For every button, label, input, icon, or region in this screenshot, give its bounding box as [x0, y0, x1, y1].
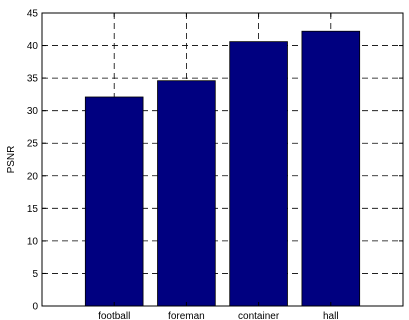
- bar-foreman: [157, 80, 216, 307]
- bar-hall: [301, 30, 361, 307]
- x-tick-label: hall: [323, 311, 339, 320]
- y-tick-label: 45: [27, 9, 39, 20]
- x-tick-label: foreman: [168, 311, 205, 320]
- y-tick-label: 5: [32, 269, 38, 280]
- y-tick-label: 35: [27, 74, 39, 85]
- y-tick-label: 30: [27, 106, 39, 117]
- y-axis-label: PSNR: [6, 146, 17, 174]
- axes: 0 5 10 15 20 25 30 35 40 45 football foreman contain…: [27, 9, 404, 320]
- bar-football: [84, 96, 144, 307]
- x-tick-label: container: [238, 311, 280, 320]
- bar-container: [229, 41, 288, 307]
- y-tick-label: 25: [27, 139, 39, 150]
- x-tick-label: football: [98, 311, 130, 320]
- axes-box: [41, 12, 404, 307]
- y-tick-label: 15: [27, 204, 39, 215]
- y-tick-label: 40: [27, 41, 39, 52]
- bars: [84, 30, 361, 307]
- y-tick-label: 0: [32, 302, 38, 313]
- y-tick-label: 20: [27, 171, 39, 182]
- y-tick-label: 10: [27, 236, 39, 247]
